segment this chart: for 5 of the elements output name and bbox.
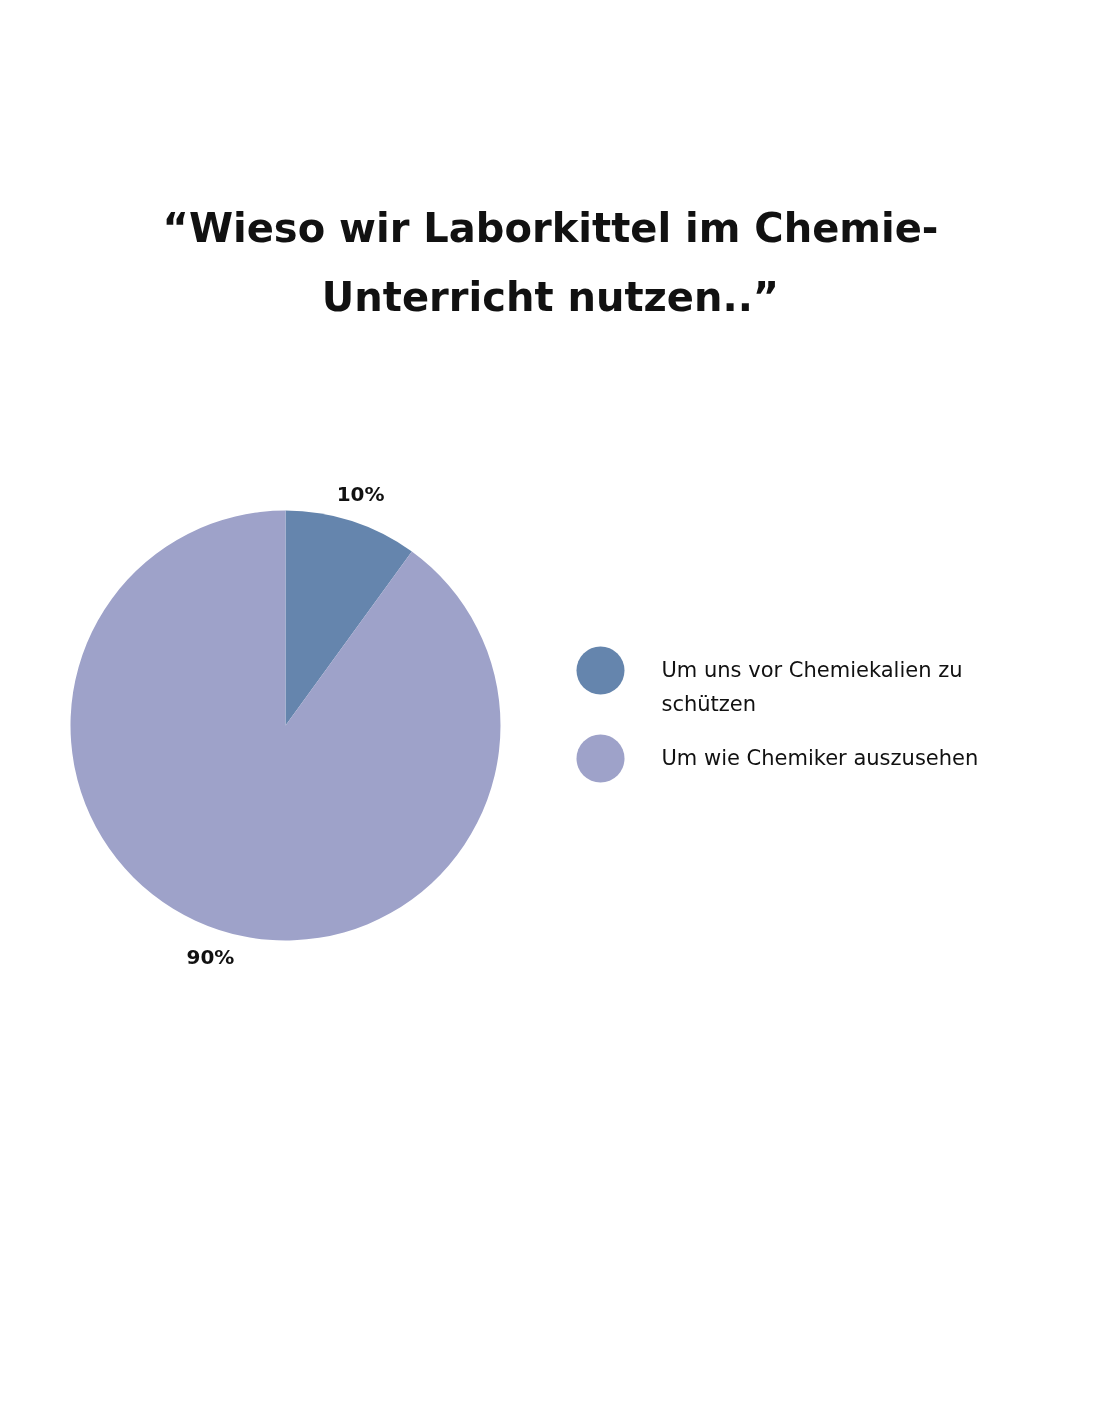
chart-title: “Wieso wir Laborkittel im Chemie-Unterricht nutzen..” <box>162 205 939 320</box>
data-label: 10% <box>336 482 385 507</box>
legend-label: Um uns vor Chemiekalien zu schützen <box>661 657 963 717</box>
legend-label: Um wie Chemiker auszusehen <box>661 745 979 770</box>
data-label: 90% <box>186 944 235 969</box>
